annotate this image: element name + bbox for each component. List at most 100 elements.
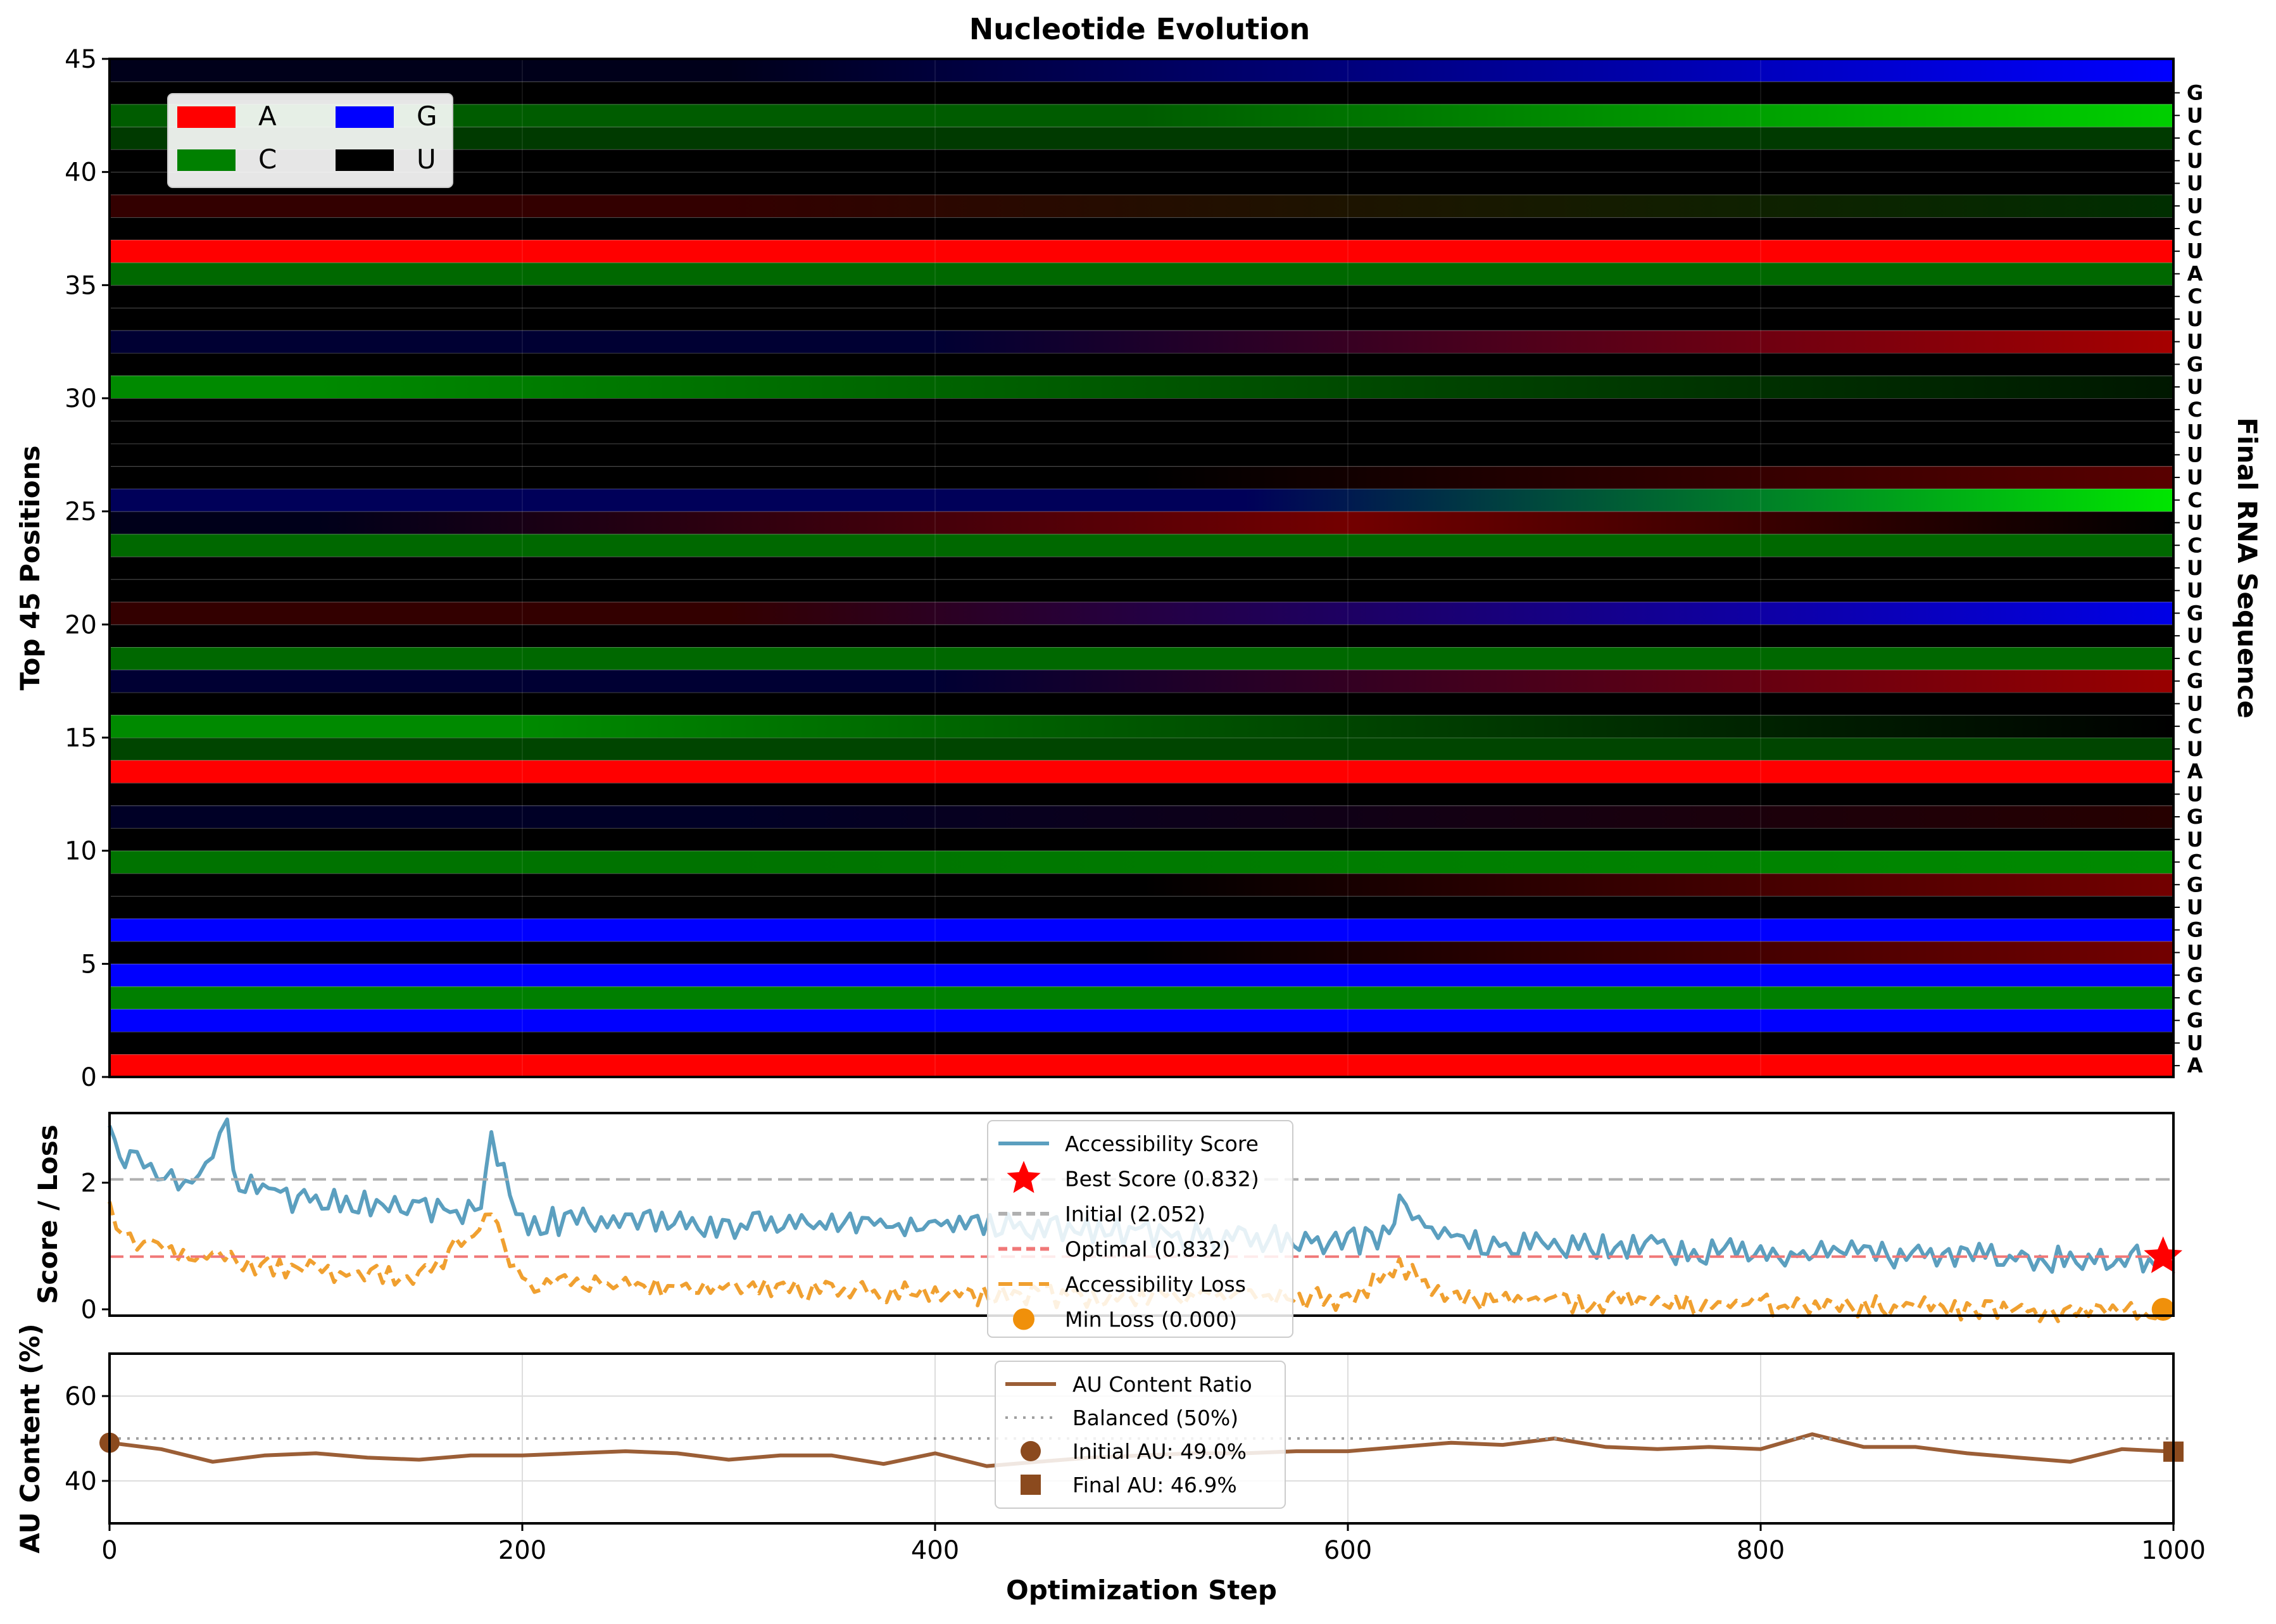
sequence-letter: U xyxy=(2187,624,2203,648)
sequence-letter: A xyxy=(2187,261,2203,286)
heatmap-row xyxy=(110,964,2173,987)
final-sequence-axis-label: Final RNA Sequence xyxy=(2232,417,2263,718)
legend-label: Optimal (0.832) xyxy=(1065,1237,1230,1262)
heatmap-row xyxy=(110,828,2173,851)
y-tick-label: 5 xyxy=(81,950,97,979)
au-legend: AU Content Ratio Balanced (50%) Initial AU… xyxy=(995,1361,1286,1509)
sequence-letter: G xyxy=(2187,805,2203,829)
sequence-letter: U xyxy=(2187,465,2203,489)
heatmap-rows xyxy=(110,58,2173,1077)
legend-label: Min Loss (0.000) xyxy=(1065,1307,1237,1332)
heatmap-row xyxy=(110,511,2173,534)
y-tick-label: 15 xyxy=(65,724,97,753)
heatmap-row xyxy=(110,986,2173,1009)
sequence-letter: C xyxy=(2187,398,2202,422)
heatmap-row xyxy=(110,330,2173,353)
legend-label: C xyxy=(258,144,277,175)
sequence-letter: U xyxy=(2187,691,2203,715)
sequence-letter: U xyxy=(2187,420,2203,444)
au-frame xyxy=(108,1352,2175,1525)
heatmap-row xyxy=(110,534,2173,557)
sequence-letter: U xyxy=(2187,556,2203,580)
heatmap-row xyxy=(110,353,2173,376)
final-sequence-labels: AUGCGUGUGCUGUAUCUGCUGUUCUCUUUCUGUUCAUCUU… xyxy=(2173,81,2203,1078)
legend-star xyxy=(1007,1161,1041,1193)
sequence-letter: C xyxy=(2187,217,2202,241)
best-score-marker xyxy=(2144,1236,2183,1273)
heatmap-row xyxy=(110,601,2173,625)
legend-label: AU Content Ratio xyxy=(1072,1372,1252,1397)
sequence-letter: U xyxy=(2187,307,2203,331)
sequence-letter: C xyxy=(2187,986,2202,1010)
sequence-letter: U xyxy=(2187,103,2203,127)
score-loss-panel: 02 Score / Loss Accessibility ScoreBest … xyxy=(32,1112,2183,1338)
heatmap-row xyxy=(110,398,2173,421)
sequence-letter: A xyxy=(2187,760,2203,784)
y-tick-label: 35 xyxy=(65,271,97,300)
sequence-letter: U xyxy=(2187,443,2203,467)
score-y-ticks: 02 xyxy=(81,1169,110,1325)
sequence-letter: C xyxy=(2187,850,2202,874)
legend-label: U xyxy=(417,144,436,175)
sequence-letter: G xyxy=(2187,601,2203,625)
sequence-letter: U xyxy=(2187,172,2203,196)
legend-dot xyxy=(1021,1441,1041,1461)
heatmap-row xyxy=(110,308,2173,330)
x-tick-label: 200 xyxy=(498,1536,546,1565)
heatmap-row xyxy=(110,896,2173,919)
sequence-letter: A xyxy=(2187,1054,2203,1078)
x-axis-label: Optimization Step xyxy=(1006,1575,1277,1606)
heatmap-row xyxy=(110,239,2173,263)
heatmap-row xyxy=(110,850,2173,874)
sequence-letter: U xyxy=(2187,330,2203,354)
heatmap-row xyxy=(110,104,2173,127)
legend-label: Accessibility Loss xyxy=(1065,1272,1246,1297)
sequence-letter: G xyxy=(2187,963,2203,987)
sequence-letter: G xyxy=(2187,669,2203,693)
heatmap-row xyxy=(110,217,2173,240)
y-tick-label: 60 xyxy=(65,1382,97,1411)
legend-dot xyxy=(1013,1308,1034,1330)
sequence-letter: G xyxy=(2187,352,2203,376)
y-tick-label: 0 xyxy=(81,1295,97,1325)
sequence-letter: U xyxy=(2187,940,2203,964)
legend-label: Balanced (50%) xyxy=(1072,1406,1238,1430)
heatmap-row xyxy=(110,692,2173,715)
legend-swatch xyxy=(336,106,394,128)
y-tick-label: 40 xyxy=(65,158,97,187)
heatmap-row xyxy=(110,873,2173,897)
legend-swatch xyxy=(177,149,236,171)
x-tick-label: 400 xyxy=(911,1536,959,1565)
sequence-letter: U xyxy=(2187,828,2203,852)
heatmap-row xyxy=(110,557,2173,579)
heatmap-y-label: Top 45 Positions xyxy=(15,446,46,691)
y-tick-label: 2 xyxy=(81,1169,97,1198)
heatmap-row xyxy=(110,805,2173,828)
legend-label: G xyxy=(417,101,437,132)
heatmap-row xyxy=(110,194,2173,218)
heatmap-row xyxy=(110,715,2173,738)
sequence-letter: U xyxy=(2187,194,2203,218)
legend-label: Accessibility Score xyxy=(1065,1131,1259,1156)
heatmap-row xyxy=(110,488,2173,512)
min-loss-marker xyxy=(2151,1298,2175,1321)
heatmap-row xyxy=(110,81,2173,104)
sequence-letter: U xyxy=(2187,895,2203,919)
heatmap-title: Nucleotide Evolution xyxy=(969,12,1311,46)
sequence-letter: C xyxy=(2187,646,2202,670)
heatmap-row xyxy=(110,760,2173,783)
heatmap-row xyxy=(110,647,2173,670)
sequence-letter: G xyxy=(2187,81,2203,105)
heatmap-row xyxy=(110,579,2173,602)
legend-box xyxy=(987,1120,1293,1338)
heatmap-row xyxy=(110,1009,2173,1032)
heatmap-row xyxy=(110,669,2173,693)
sequence-letter: U xyxy=(2187,737,2203,761)
sequence-letter: C xyxy=(2187,284,2202,308)
sequence-letter: U xyxy=(2187,149,2203,173)
heatmap-row xyxy=(110,624,2173,648)
heatmap-row xyxy=(110,420,2173,444)
